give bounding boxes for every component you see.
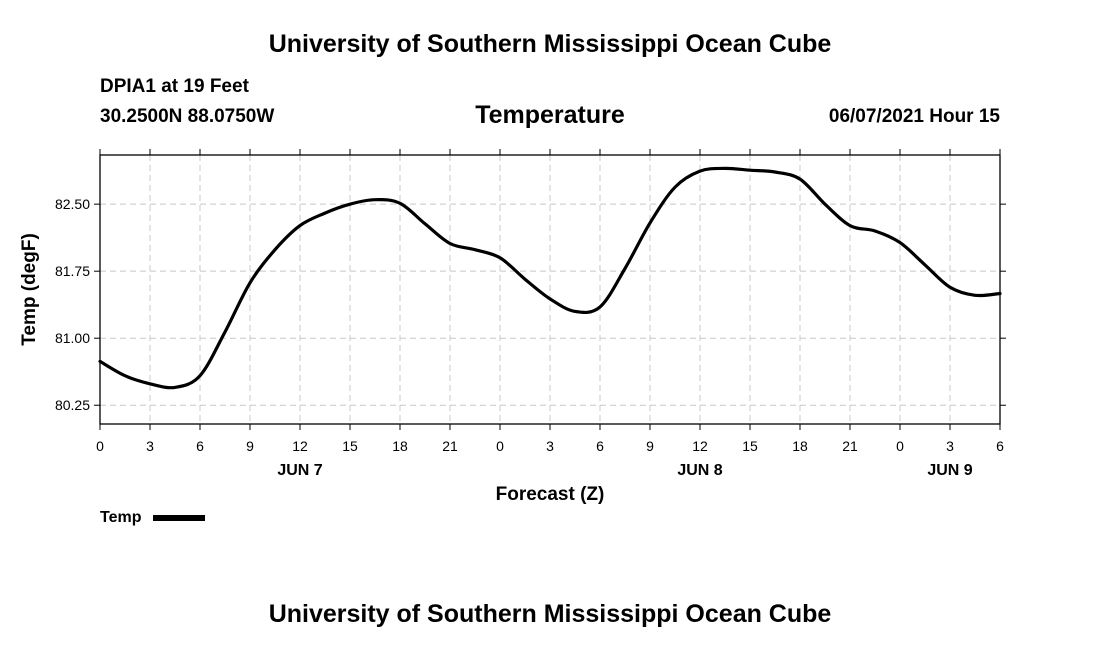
x-tick-label: 21 — [442, 438, 458, 454]
y-tick-label: 81.75 — [55, 263, 90, 279]
variable-title: Temperature — [475, 101, 625, 129]
x-tick-label: 15 — [342, 438, 358, 454]
x-tick-label: 6 — [596, 438, 604, 454]
y-tick-label: 80.25 — [55, 397, 90, 413]
day-label: JUN 9 — [927, 462, 972, 479]
datetime-label: 06/07/2021 Hour 15 — [828, 106, 1000, 127]
x-tick-label: 9 — [646, 438, 654, 454]
day-label: JUN 8 — [677, 462, 722, 479]
series-line-temp — [98, 166, 1002, 390]
legend-label: Temp — [100, 509, 142, 526]
x-tick-label: 0 — [96, 438, 104, 454]
legend-swatch-temp — [153, 515, 206, 521]
x-tick-label: 6 — [996, 438, 1004, 454]
top-title: University of Southern Mississippi Ocean… — [268, 30, 832, 58]
x-tick-label: 9 — [246, 438, 254, 454]
x-tick-label: 12 — [692, 438, 708, 454]
x-tick-label: 0 — [496, 438, 504, 454]
plot-frame — [99, 154, 1001, 425]
axis-labels: 0 3 6 9 12 15 18 21 0 3 6 9 12 15 18 21 0 3 6 80.25 81.00 81.… — [55, 196, 1004, 479]
x-tick-label: 3 — [946, 438, 954, 454]
x-tick-label: 3 — [546, 438, 554, 454]
y-tick-label: 81.00 — [55, 330, 90, 346]
x-axis-title: Forecast (Z) — [496, 484, 605, 505]
grid-lines — [100, 155, 1000, 424]
x-tick-label: 21 — [842, 438, 858, 454]
bottom-title: University of Southern Mississippi Ocean… — [268, 600, 832, 628]
x-tick-label: 18 — [392, 438, 408, 454]
axis-ticks — [94, 149, 1006, 430]
coordinates-label: 30.2500N 88.0750W — [100, 106, 275, 127]
x-tick-label: 15 — [742, 438, 758, 454]
legend: Temp — [100, 509, 206, 527]
y-axis-title: Temp (degF) — [19, 233, 40, 346]
station-label: DPIA1 at 19 Feet — [100, 76, 249, 97]
y-tick-label: 82.50 — [55, 196, 90, 212]
x-tick-label: 0 — [896, 438, 904, 454]
day-label: JUN 7 — [277, 462, 322, 479]
x-tick-label: 12 — [292, 438, 308, 454]
x-tick-label: 3 — [146, 438, 154, 454]
x-tick-label: 18 — [792, 438, 808, 454]
x-tick-label: 6 — [196, 438, 204, 454]
